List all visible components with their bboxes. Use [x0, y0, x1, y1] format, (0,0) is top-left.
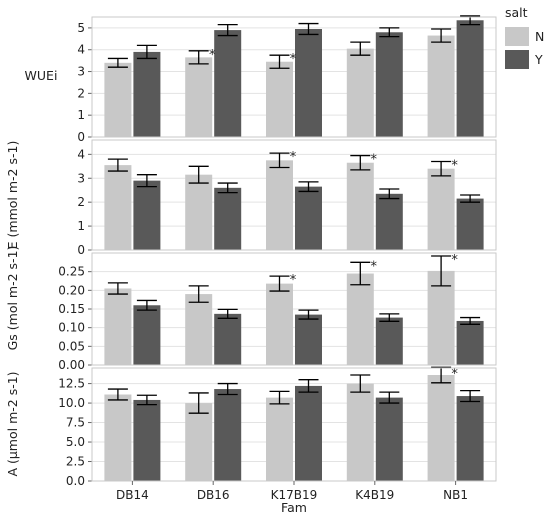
legend-title: salt — [505, 5, 528, 20]
y-tick-label: 5 — [77, 21, 85, 35]
bar-N — [427, 35, 455, 137]
y-tick-label: 4 — [77, 147, 85, 161]
y-tick-label: 3 — [77, 65, 85, 79]
y-tick-label: 1 — [77, 219, 85, 233]
x-tick-label: DB16 — [197, 488, 230, 502]
significance-star: * — [290, 52, 297, 67]
bar-N — [427, 375, 455, 481]
x-tick-label: NB1 — [443, 488, 468, 502]
legend-swatch-Y — [505, 50, 529, 69]
significance-star: * — [451, 367, 458, 382]
bar-Y — [295, 314, 322, 365]
bar-N — [346, 383, 374, 481]
y-axis-label-group: Gs (mol m-2 s-1) — [5, 246, 20, 351]
legend-label: N — [535, 29, 544, 44]
y-tick-label: 1 — [77, 108, 85, 122]
bar-Y — [295, 385, 322, 481]
y-tick-label: 7.5 — [66, 416, 85, 430]
y-tick-label: 0.25 — [58, 265, 85, 279]
bar-N — [266, 283, 293, 365]
panel-frame — [91, 139, 497, 251]
y-tick-label: 0.20 — [58, 283, 85, 297]
bar-N — [104, 165, 132, 250]
bar-N — [427, 270, 455, 365]
significance-star: * — [290, 273, 297, 288]
bar-Y — [375, 317, 403, 365]
bar-N — [346, 162, 374, 250]
legend-swatch-N — [505, 27, 529, 46]
x-tick-label: K17B19 — [271, 488, 318, 502]
bar-N — [185, 403, 213, 481]
y-axis-label: WUEi — [25, 68, 58, 83]
x-tick-label: K4B19 — [355, 488, 394, 502]
bar-Y — [456, 198, 484, 250]
bar-Y — [456, 320, 484, 365]
significance-star: * — [451, 159, 458, 174]
bar-Y — [375, 397, 403, 481]
bar-N — [346, 48, 374, 137]
legend-label: Y — [534, 52, 543, 67]
y-tick-label: 2 — [77, 86, 85, 100]
y-axis-label-group: E (mmol m-2 s-1) — [5, 141, 20, 250]
bar-N — [266, 61, 293, 137]
y-axis-label-group: A (µmol m-2 s-1) — [5, 371, 20, 476]
bar-Y — [375, 32, 403, 137]
bar-Y — [214, 389, 242, 481]
y-tick-label: 5.0 — [66, 435, 85, 449]
y-tick-label: 0.05 — [58, 339, 85, 353]
y-tick-label: 0 — [77, 130, 85, 144]
y-tick-label: 0.15 — [58, 302, 85, 316]
bar-N — [346, 273, 374, 365]
bar-Y — [133, 399, 161, 481]
bar-N — [266, 397, 293, 481]
y-tick-label: 10.0 — [58, 396, 85, 410]
y-axis-label: A (µmol m-2 s-1) — [5, 371, 20, 476]
bar-Y — [456, 396, 484, 481]
y-tick-label: 12.5 — [58, 377, 85, 391]
y-axis-label: E (mmol m-2 s-1) — [5, 141, 20, 250]
bar-N — [185, 294, 213, 365]
significance-star: * — [371, 259, 378, 274]
bar-N — [104, 288, 132, 365]
bar-Y — [214, 187, 242, 250]
significance-star: * — [209, 48, 216, 63]
bar-N — [104, 62, 132, 138]
bar-Y — [133, 180, 161, 250]
y-tick-label: 2 — [77, 195, 85, 209]
x-tick-label: DB14 — [116, 488, 149, 502]
panel-frame — [91, 252, 497, 366]
bar-N — [266, 160, 293, 250]
bar-Y — [214, 313, 242, 365]
bar-N — [185, 174, 213, 250]
y-tick-label: 4 — [77, 43, 85, 57]
bar-Y — [456, 20, 484, 137]
y-tick-label: 3 — [77, 171, 85, 185]
bar-Y — [214, 30, 242, 137]
bar-Y — [295, 29, 322, 137]
bar-N — [185, 57, 213, 138]
significance-star: * — [371, 153, 378, 168]
y-tick-label: 2.5 — [66, 455, 85, 469]
bar-Y — [133, 305, 161, 365]
y-tick-label: 0 — [77, 243, 85, 257]
y-tick-label: 0.00 — [58, 358, 85, 372]
significance-star: * — [451, 253, 458, 268]
bar-N — [427, 168, 455, 250]
bar-N — [104, 394, 132, 481]
bar-Y — [375, 193, 403, 250]
y-tick-label: 0.10 — [58, 321, 85, 335]
x-axis-label: Fam — [281, 500, 307, 515]
y-axis-label: Gs (mol m-2 s-1) — [5, 246, 20, 351]
bar-Y — [133, 51, 161, 138]
bar-Y — [295, 186, 322, 250]
significance-star: * — [290, 150, 297, 165]
y-tick-label: 0.0 — [66, 474, 85, 488]
panel-frame — [91, 16, 497, 138]
